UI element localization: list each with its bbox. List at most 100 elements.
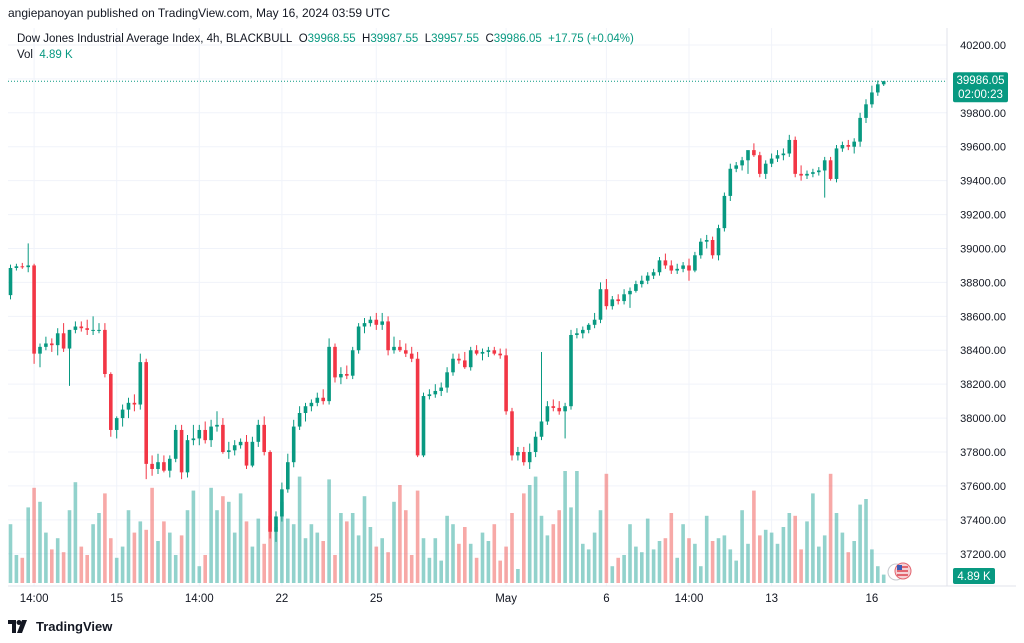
volume-bar [350, 513, 355, 583]
candle-down [498, 353, 502, 356]
candle-up [114, 418, 119, 430]
volume-bar [203, 555, 207, 583]
x-tick-label: 6 [603, 593, 609, 605]
candle-down [85, 328, 89, 330]
volume-bar [415, 490, 420, 583]
volume-bar [775, 543, 780, 583]
volume-bar [38, 501, 42, 583]
last-price-tag: 39986.05 02:00:23 [953, 72, 1008, 103]
candle-up [634, 284, 638, 291]
volume-bar [315, 532, 320, 583]
volume-bar [439, 560, 443, 583]
symbol-title[interactable]: Dow Jones Industrial Average Index, 4h, … [17, 33, 293, 45]
volume-value: 4.89 K [39, 49, 73, 61]
candle-up [598, 289, 603, 320]
candle-down [61, 333, 66, 349]
volume-bar [339, 513, 343, 583]
volume-bar [504, 546, 508, 583]
close-label: C [485, 33, 494, 45]
volume-bar [168, 532, 172, 583]
volume-bar [651, 549, 656, 583]
volume-bar [740, 510, 744, 583]
candle-down [162, 462, 166, 471]
footer-brand[interactable]: TradingView [8, 619, 112, 634]
candle-up [421, 396, 426, 456]
candle-up [775, 155, 780, 159]
candle-up [73, 326, 78, 330]
volume-bar [486, 541, 491, 583]
volume-bar [811, 493, 815, 583]
candle-down [616, 299, 620, 302]
open-value: 39968.55 [307, 33, 356, 45]
candle-up [468, 350, 473, 368]
volume-bar [598, 510, 603, 583]
volume-bar [114, 557, 119, 583]
candle-up [256, 424, 261, 442]
volume-bar [457, 543, 461, 583]
y-tick-label: 38400.00 [960, 345, 1006, 357]
y-tick-label: 37600.00 [960, 481, 1006, 493]
candle-up [38, 346, 42, 354]
volume-bar [610, 566, 615, 583]
publisher-line: angiepanoyan published on TradingView.co… [8, 6, 391, 20]
candle-up [439, 387, 443, 391]
volume-bar [693, 543, 697, 583]
volume-bar [834, 513, 839, 583]
candle-up [864, 104, 868, 118]
tradingview-logo-icon [8, 620, 27, 633]
y-tick-label: 39800.00 [960, 108, 1006, 120]
candle-down [132, 402, 137, 405]
candle-down [492, 350, 497, 354]
volume-bar [132, 532, 137, 583]
volume-bar [657, 541, 662, 583]
volume-bar [498, 560, 502, 583]
candle-up [362, 323, 367, 327]
candle-up [728, 168, 733, 196]
volume-bar [244, 521, 249, 583]
high-value: 39987.55 [370, 33, 419, 45]
candle-up [291, 426, 296, 463]
volume-bar [669, 513, 674, 583]
volume-bar [433, 538, 438, 583]
candle-up [309, 402, 314, 407]
volume-bar [527, 485, 532, 583]
bar-countdown: 02:00:23 [958, 89, 1003, 101]
volume-bar [675, 557, 679, 583]
volume-bar [327, 479, 331, 583]
candle-down [557, 407, 561, 412]
volume-bar [852, 541, 856, 583]
volume-bar [79, 546, 84, 583]
candle-up [327, 346, 331, 402]
candle-up [592, 319, 597, 325]
candle-up [26, 265, 30, 268]
candle-up [215, 424, 219, 427]
candle-up [209, 426, 213, 441]
volume-bar [26, 507, 30, 583]
volume-bar [179, 535, 184, 583]
candle-down [687, 265, 691, 271]
volume-bar [870, 549, 874, 583]
volume-bar [274, 527, 278, 583]
candle-down [551, 406, 556, 408]
volume-bar [386, 552, 390, 583]
time-axis: 14:00 15 14:00 22 25 May 6 14:00 13 16 [20, 593, 879, 605]
volume-bar [704, 515, 709, 583]
candle-up [297, 413, 302, 427]
volume-bar [805, 521, 809, 583]
volume-bar [427, 557, 432, 583]
candle-down [463, 360, 467, 368]
volume-bar [628, 524, 632, 583]
volume-bars [8, 471, 886, 583]
candle-down [663, 260, 668, 266]
candle-up [628, 290, 632, 295]
candle-down [386, 321, 390, 351]
flag-icon[interactable] [887, 562, 912, 581]
candle-up [533, 436, 538, 453]
volume-tag-value: 4.89 K [957, 571, 991, 583]
candle-down [758, 155, 762, 174]
y-tick-label: 38600.00 [960, 311, 1006, 323]
candle-up [781, 153, 786, 156]
candle-up [350, 350, 355, 376]
candle-down [103, 329, 107, 374]
